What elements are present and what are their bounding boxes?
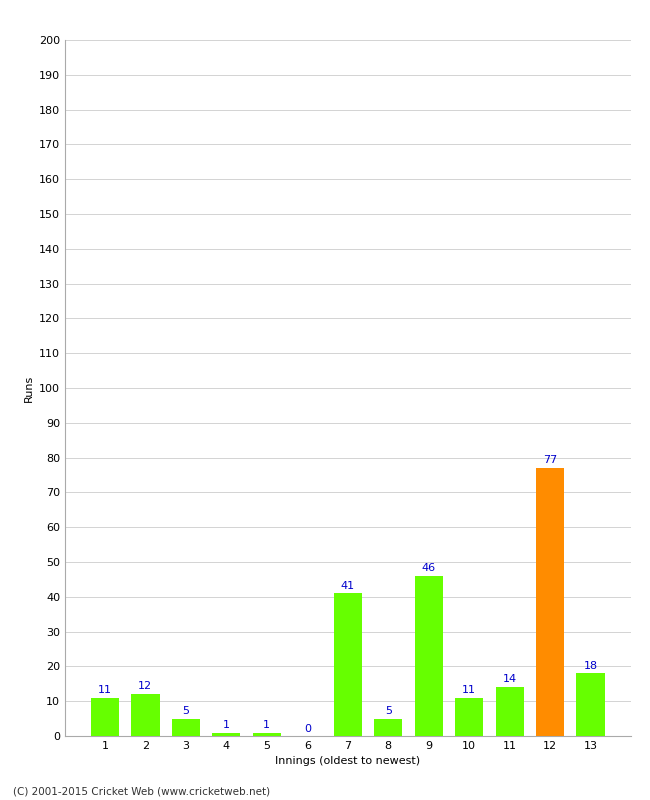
Bar (91, 698, 119, 736)
X-axis label: Innings (oldest to newest): Innings (oldest to newest) (275, 757, 421, 766)
Bar (172, 718, 200, 736)
Text: 77: 77 (543, 455, 557, 466)
Text: 14: 14 (502, 674, 517, 685)
Text: (C) 2001-2015 Cricket Web (www.cricketweb.net): (C) 2001-2015 Cricket Web (www.cricketwe… (13, 786, 270, 796)
Bar (577, 674, 604, 736)
Bar (455, 698, 484, 736)
Bar (253, 733, 281, 736)
Text: 5: 5 (385, 706, 392, 716)
Bar (212, 733, 240, 736)
Bar (495, 687, 524, 736)
Bar (536, 468, 564, 736)
Text: 11: 11 (98, 685, 112, 695)
Text: 46: 46 (422, 563, 436, 573)
Text: 1: 1 (223, 720, 230, 730)
Text: 12: 12 (138, 682, 152, 691)
Text: 0: 0 (304, 724, 311, 734)
Bar (415, 576, 443, 736)
Text: 11: 11 (462, 685, 476, 695)
Y-axis label: Runs: Runs (23, 374, 33, 402)
Text: 1: 1 (263, 720, 270, 730)
Text: 18: 18 (584, 661, 598, 670)
Text: 41: 41 (341, 581, 355, 590)
Text: 5: 5 (183, 706, 189, 716)
Bar (131, 694, 159, 736)
Bar (333, 594, 362, 736)
Bar (374, 718, 402, 736)
